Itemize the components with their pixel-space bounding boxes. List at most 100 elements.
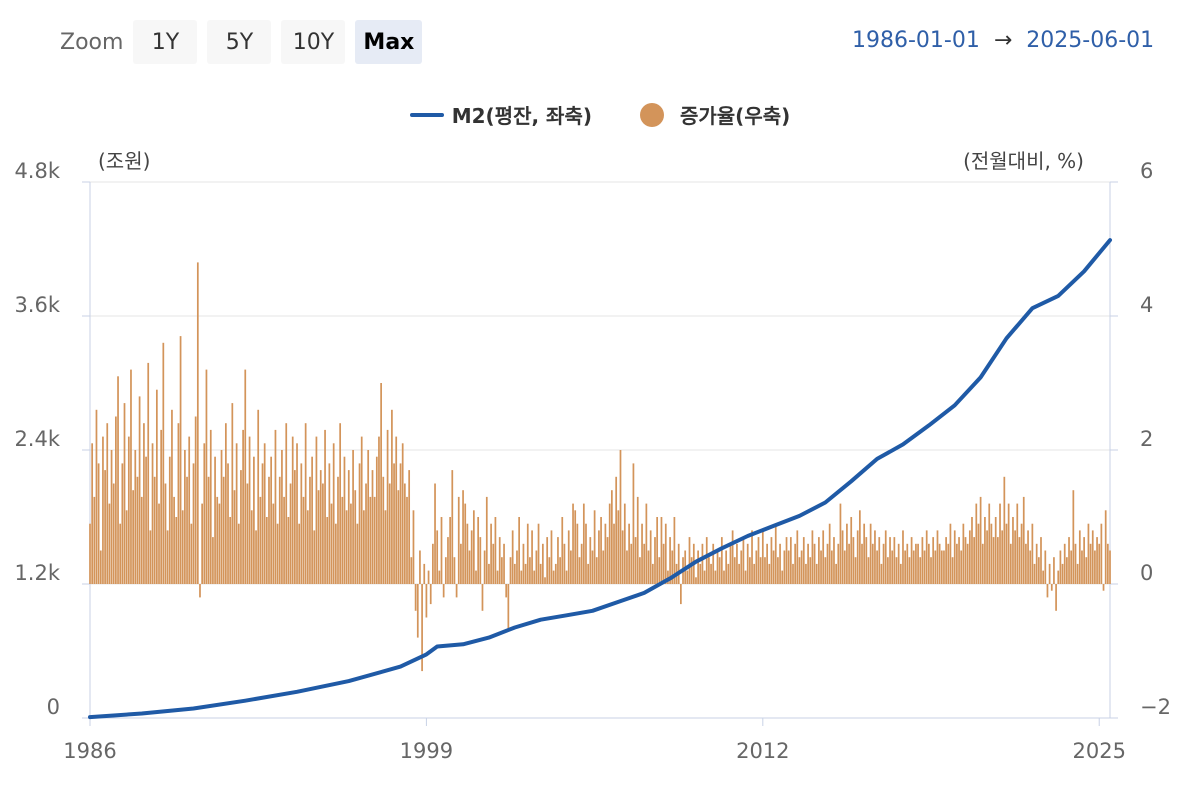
range-end-date[interactable]: 2025-06-01 xyxy=(1026,28,1155,53)
growth-bar xyxy=(222,476,225,584)
zoom-10y-button[interactable]: 10Y xyxy=(281,20,346,64)
growth-bar xyxy=(410,557,413,584)
growth-bar xyxy=(298,523,301,584)
growth-bar xyxy=(285,423,288,584)
growth-bar xyxy=(231,403,234,584)
y-right-tick-label: 0 xyxy=(1140,561,1153,585)
growth-bar xyxy=(738,563,740,584)
growth-bar xyxy=(1044,550,1047,584)
growth-bar xyxy=(794,543,797,584)
growth-bar xyxy=(796,530,799,584)
growth-bar xyxy=(1096,537,1098,584)
growth-bar xyxy=(477,517,480,584)
growth-bar xyxy=(184,450,186,584)
growth-bar xyxy=(233,490,236,584)
growth-bar xyxy=(123,403,126,584)
growth-bar xyxy=(904,550,906,584)
growth-bar xyxy=(112,483,115,584)
growth-bar xyxy=(533,570,536,584)
growth-bar xyxy=(324,429,326,584)
growth-bar xyxy=(332,443,335,584)
growth-bar xyxy=(365,483,367,584)
growth-bar xyxy=(434,483,436,584)
growth-bar xyxy=(147,362,150,584)
zoom-1y-button[interactable]: 1Y xyxy=(133,20,198,64)
growth-bar xyxy=(621,530,624,584)
range-start-date[interactable]: 1986-01-01 xyxy=(852,28,980,53)
growth-bar xyxy=(360,436,363,584)
growth-bar xyxy=(328,463,331,584)
growth-bar xyxy=(802,537,805,584)
growth-bar xyxy=(770,537,773,584)
growth-bar xyxy=(772,550,775,584)
growth-bar xyxy=(755,550,758,584)
growth-bar xyxy=(651,563,654,584)
growth-bar xyxy=(498,537,501,584)
growth-bar xyxy=(265,517,268,584)
growth-bar xyxy=(1042,570,1045,584)
growth-bar xyxy=(589,537,592,584)
growth-bar xyxy=(656,517,659,584)
growth-bar xyxy=(962,523,965,584)
growth-bar xyxy=(291,436,294,584)
growth-bar xyxy=(1016,503,1019,584)
growth-bar xyxy=(921,537,924,584)
growth-bar xyxy=(837,543,840,584)
growth-bar xyxy=(811,530,814,584)
growth-bar xyxy=(781,570,784,584)
growth-bar xyxy=(1014,530,1016,584)
growth-bar xyxy=(593,510,596,584)
growth-bar xyxy=(979,496,982,584)
growth-bar xyxy=(199,584,201,598)
growth-bar xyxy=(341,496,344,584)
growth-bar xyxy=(688,537,691,584)
zoom-5y-button[interactable]: 5Y xyxy=(207,20,272,64)
growth-bar xyxy=(421,584,423,672)
growth-bar xyxy=(378,436,380,584)
growth-bar xyxy=(891,550,894,584)
growth-bar xyxy=(104,470,106,584)
growth-bar xyxy=(140,496,143,584)
growth-bar xyxy=(229,517,232,584)
growth-bar xyxy=(604,523,607,584)
growth-bar xyxy=(91,443,94,584)
growth-bar xyxy=(636,496,639,584)
growth-bar xyxy=(938,543,941,584)
growth-bar xyxy=(472,510,475,584)
growth-bar xyxy=(880,563,883,584)
growth-bar xyxy=(813,543,816,584)
growth-bar xyxy=(382,476,385,584)
growth-bar xyxy=(138,396,141,584)
growth-bar xyxy=(505,584,508,598)
growth-bar xyxy=(744,570,747,584)
growth-bar xyxy=(1072,490,1075,584)
growth-bar xyxy=(227,463,229,584)
growth-bar xyxy=(363,510,365,584)
growth-bar xyxy=(117,376,119,584)
growth-bar xyxy=(1066,557,1068,584)
growth-bar xyxy=(975,503,978,584)
legend-item-m2[interactable]: M2(평잔, 좌축) xyxy=(409,100,592,129)
growth-bar xyxy=(552,570,555,584)
growth-bar xyxy=(212,537,214,584)
growth-bar xyxy=(130,369,132,584)
zoom-max-button[interactable]: Max xyxy=(355,20,423,64)
growth-bar xyxy=(990,523,993,584)
growth-bar xyxy=(908,557,911,584)
growth-bar xyxy=(988,503,991,584)
growth-bar xyxy=(220,450,223,584)
growth-bar xyxy=(805,563,807,584)
growth-bar xyxy=(643,543,646,584)
growth-bar xyxy=(742,537,745,584)
growth-bar xyxy=(927,543,930,584)
growth-bar xyxy=(168,456,171,584)
y-right-tick-label: 4 xyxy=(1140,293,1153,317)
growth-bar xyxy=(1083,537,1085,584)
growth-bar xyxy=(1040,537,1042,584)
growth-bar xyxy=(237,523,240,584)
growth-bar xyxy=(270,456,273,584)
growth-bar xyxy=(971,517,973,584)
legend-item-growth[interactable]: 증가율(우축) xyxy=(639,100,790,129)
growth-bar xyxy=(281,450,283,584)
growth-bar xyxy=(451,470,454,584)
